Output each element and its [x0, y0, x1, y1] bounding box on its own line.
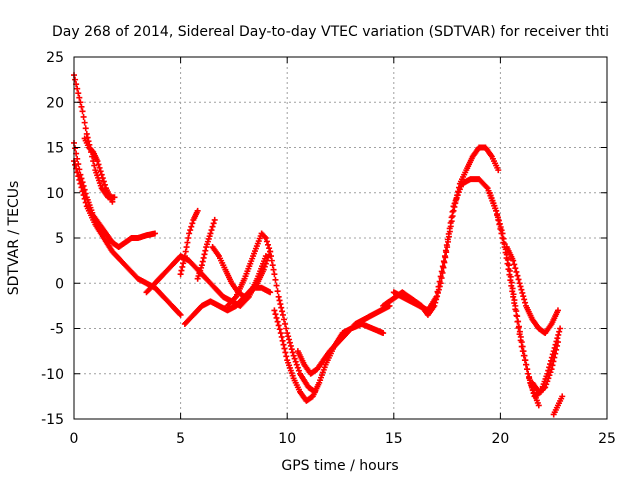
series-arc17 — [529, 339, 561, 395]
data-points — [529, 339, 561, 395]
chart-title: Day 268 of 2014, Sidereal Day-to-day VTE… — [52, 24, 609, 40]
x-tick-label: 25 — [598, 431, 616, 447]
x-tick-label: 15 — [385, 431, 403, 447]
y-tick-label: 15 — [46, 141, 64, 157]
y-tick-label: 20 — [46, 95, 64, 111]
series-arc10 — [224, 230, 318, 395]
y-tick-label: -5 — [50, 322, 64, 338]
series-arc8 — [194, 216, 218, 282]
y-tick-label: -10 — [41, 367, 64, 383]
data-points — [294, 302, 393, 377]
series-arc16 — [503, 244, 561, 337]
y-tick-label: 25 — [46, 50, 64, 66]
y-axis-label: SDTVAR / TECUs — [6, 181, 22, 296]
x-tick-label: 5 — [176, 431, 185, 447]
data-points — [550, 393, 566, 418]
data-points — [194, 216, 218, 282]
data-series — [71, 72, 566, 418]
series-arc4 — [81, 135, 116, 205]
data-points — [224, 230, 318, 395]
grid — [74, 57, 607, 419]
data-points — [71, 72, 118, 201]
series-arc18 — [550, 393, 566, 418]
x-tick-label: 10 — [278, 431, 296, 447]
y-tick-label: 10 — [46, 186, 64, 202]
series-arc1 — [71, 72, 118, 201]
y-tick-label: 0 — [55, 276, 64, 292]
data-points — [81, 135, 116, 205]
x-axis-label: GPS time / hours — [281, 458, 398, 474]
data-points — [177, 207, 201, 278]
series-arc6 — [177, 207, 201, 278]
x-tick-label: 0 — [70, 431, 79, 447]
data-points — [503, 244, 561, 337]
y-tick-label: 5 — [55, 231, 64, 247]
y-tick-label: -15 — [41, 412, 64, 428]
axis-ticks: 0 5 10 15 20 25 -15 -10 -5 0 5 10 15 20 25 — [41, 50, 616, 447]
x-tick-label: 20 — [491, 431, 509, 447]
series-arc12 — [294, 302, 393, 377]
